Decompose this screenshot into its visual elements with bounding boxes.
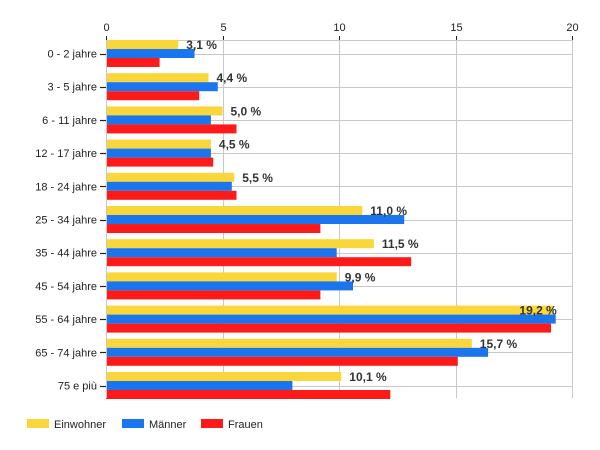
data-label: 11,0 % (370, 204, 407, 218)
category-label: 3 - 5 jahre (47, 82, 97, 94)
legend-swatch-frauen (201, 419, 223, 428)
legend-swatch-mnner (122, 419, 144, 428)
bar-mnner (106, 381, 293, 390)
legend: Einwohner Männer Frauen (27, 419, 263, 431)
bar-frauen (106, 356, 458, 366)
data-label: 5,0 % (231, 104, 262, 118)
bar-frauen (106, 91, 200, 101)
x-tick-label: 5 (220, 22, 226, 34)
data-label: 15,7 % (480, 337, 518, 351)
bar-einwohner (106, 106, 223, 116)
category-label: 25 - 34 jahre (35, 215, 97, 227)
data-label: 10,1 % (349, 370, 387, 384)
category-label: 18 - 24 jahre (35, 181, 97, 193)
bar-frauen (106, 190, 237, 200)
category-label: 55 - 64 jahre (35, 314, 97, 326)
data-label: 4,4 % (217, 71, 248, 85)
bar-einwohner (106, 40, 179, 49)
bar-einwohner (106, 372, 342, 381)
bars (106, 40, 556, 399)
category-label: 45 - 54 jahre (35, 281, 97, 293)
bar-mnner (106, 148, 211, 158)
bar-mnner (106, 49, 195, 58)
bar-frauen (106, 257, 412, 267)
bar-frauen (106, 390, 391, 399)
bar-einwohner (106, 139, 211, 149)
bar-einwohner (106, 305, 554, 315)
bar-frauen (106, 157, 214, 167)
bar-einwohner (106, 172, 235, 182)
category-label: 75 e più (58, 381, 97, 393)
bar-frauen (106, 224, 321, 233)
data-labels: 3,1 % 4,4 % 5,0 % 4,5 % 5,5 % 11,0 % 11,5 % 9,9… (186, 38, 557, 384)
data-label: 11,5 % (382, 237, 419, 251)
bar-mnner (106, 281, 353, 291)
bar-frauen (106, 323, 551, 333)
category-label: 6 - 11 jahre (42, 115, 97, 127)
legend-label: Einwohner (54, 419, 106, 431)
bar-mnner (106, 215, 405, 224)
data-label: 4,5 % (219, 138, 250, 152)
bar-frauen (106, 290, 321, 300)
data-label: 19,2 % (519, 304, 557, 318)
bar-mnner (106, 181, 232, 191)
x-tick-label: 15 (450, 22, 462, 34)
bar-mnner (106, 115, 211, 125)
bar-frauen (106, 58, 160, 67)
data-label: 5,5 % (242, 171, 273, 185)
bar-frauen (106, 124, 237, 134)
bar-einwohner (106, 272, 337, 282)
data-label: 3,1 % (186, 38, 217, 52)
bar-einwohner (106, 73, 209, 83)
axes: 0 5 10 15 20 0 - 2 jahre 3 - 5 jahre 6 - 11 jah… (35, 22, 579, 398)
bar-einwohner (106, 239, 374, 249)
bar-einwohner (106, 338, 472, 348)
category-label: 65 - 74 jahre (35, 347, 97, 359)
legend-label: Männer (149, 419, 187, 431)
legend-swatch-einwohner (27, 419, 49, 428)
legend-label: Frauen (228, 419, 263, 431)
bar-mnner (106, 314, 556, 324)
category-label: 12 - 17 jahre (35, 148, 97, 160)
bar-mnner (106, 347, 489, 357)
x-tick-label: 10 (333, 22, 345, 34)
category-label: 35 - 44 jahre (35, 248, 97, 260)
x-tick-label: 20 (566, 22, 578, 34)
category-label: 0 - 2 jahre (47, 49, 97, 61)
bar-mnner (106, 248, 337, 258)
data-label: 9,9 % (345, 270, 376, 284)
bar-mnner (106, 82, 218, 92)
bar-einwohner (106, 206, 363, 215)
x-tick-label: 0 (103, 22, 109, 34)
